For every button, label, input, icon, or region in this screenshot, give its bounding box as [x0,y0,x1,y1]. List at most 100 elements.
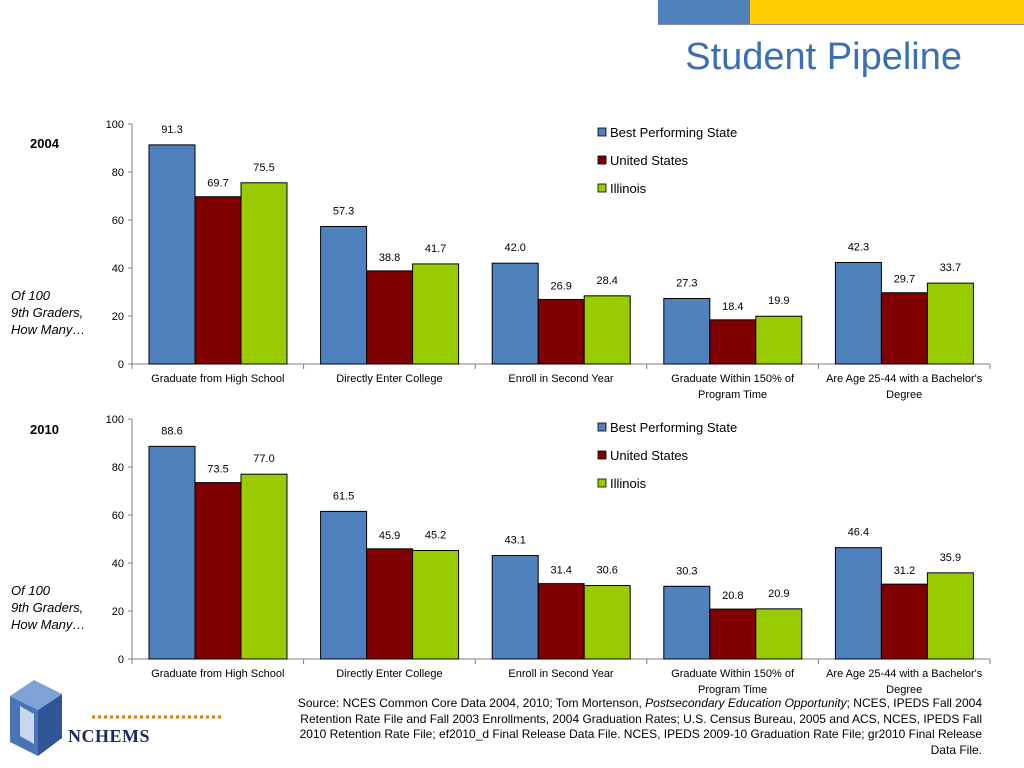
y-tick-label: 100 [106,414,124,426]
bar [148,144,196,365]
bar [583,295,631,365]
data-label: 69.7 [207,178,228,190]
data-label: 77.0 [253,453,274,465]
year-label-2004: 2004 [30,136,59,151]
legend-label: United States [610,153,689,168]
y-tick-label: 0 [118,359,124,371]
data-label: 20.9 [768,588,789,600]
data-label: 33.7 [940,262,961,274]
data-label: 45.2 [425,530,446,542]
x-tick-label: Degree [886,684,922,696]
caption-line-1: Of 100 [11,288,51,303]
data-label: 38.8 [379,252,400,264]
header-accent-yellow [750,0,1024,24]
bar [366,548,414,660]
data-label: 20.8 [722,590,743,602]
y-tick-label: 60 [112,215,124,227]
caption-line-1: Of 100 [11,583,51,598]
data-label: 31.4 [550,565,571,577]
data-label: 73.5 [207,464,228,476]
nchems-logo-text: NCHEMS [68,726,151,746]
caption-top: Of 100 9th Graders, How Many… [11,287,85,338]
legend-swatch [597,183,607,193]
bar [834,261,882,365]
bar [663,585,711,660]
x-tick-label: Enroll in Second Year [508,668,614,680]
y-tick-label: 20 [112,311,124,323]
legend-swatch [597,422,607,432]
bar [880,292,928,365]
source-note: Source: NCES Common Core Data 2004, 2010… [282,696,982,758]
caption-line-2: 9th Graders, [11,600,84,615]
x-tick-label: Program Time [698,684,767,696]
data-label: 42.3 [848,241,869,253]
data-label: 61.5 [333,490,354,502]
x-tick-label: Are Age 25-44 with a Bachelor's [826,373,983,385]
bar [755,315,803,365]
data-label: 88.6 [161,425,182,437]
source-prefix: Source: NCES Common Core Data 2004, 2010… [297,696,646,710]
data-label: 18.4 [722,301,743,313]
bar [880,583,928,660]
data-label: 75.5 [253,162,274,174]
data-label: 41.7 [425,243,446,255]
chart-2004: 0 20 40 60 80 100 91.3 69.7 75.5 Graduate from Hi… [106,119,991,401]
bar [491,262,539,365]
bar [926,282,974,365]
chart-2010: 0 20 40 60 80 100 88.6 73.5 77.0 Graduate from Hi… [106,414,991,696]
legend-swatch [597,450,607,460]
logo-cube-inner [20,706,34,744]
x-tick-label: Graduate from High School [151,668,284,680]
legend-label: Best Performing State [610,125,737,140]
bar [709,608,757,660]
bar [148,445,196,660]
y-tick-label: 20 [112,606,124,618]
data-label: 45.9 [379,530,400,542]
bar [537,298,585,365]
x-tick-label: Degree [886,389,922,401]
bar [240,473,288,660]
legend-label: Best Performing State [610,420,737,435]
data-label: 30.6 [596,565,617,577]
y-tick-label: 0 [118,654,124,666]
x-tick-label: Graduate from High School [151,373,284,385]
legend-label: Illinois [610,476,647,491]
bar [412,550,460,660]
bar [583,585,631,660]
data-label: 57.3 [333,205,354,217]
legend-swatch [597,155,607,165]
bar [926,572,974,660]
legend-label: Illinois [610,181,647,196]
data-label: 46.4 [848,527,869,539]
caption-bottom: Of 100 9th Graders, How Many… [11,582,85,633]
data-label: 29.7 [894,274,915,286]
y-tick-label: 40 [112,558,124,570]
bar [663,297,711,365]
source-italic: Postsecondary Education Opportunity [645,696,847,710]
bar [194,196,242,365]
data-label: 91.3 [161,124,182,136]
header-rule [658,24,1024,25]
bar [834,547,882,660]
source-suffix: ; NCES, IPEDS Fall 2004 Retention Rate F… [299,696,982,757]
nchems-logo [10,680,222,756]
caption-line-3: How Many… [11,322,86,337]
bar [755,608,803,660]
bar [537,583,585,660]
year-label-2010: 2010 [30,422,59,437]
data-label: 26.9 [550,280,571,292]
data-label: 42.0 [504,242,525,254]
bar [240,182,288,365]
bar [320,225,368,365]
bar [491,555,539,660]
caption-line-2: 9th Graders, [11,305,84,320]
logo-cube-right [38,694,62,756]
legend-swatch [597,478,607,488]
data-label: 31.2 [894,565,915,577]
x-tick-label: Graduate Within 150% of [671,668,795,680]
data-label: 43.1 [504,535,525,547]
bar [709,319,757,365]
y-tick-label: 40 [112,263,124,275]
data-label: 28.4 [596,275,617,287]
data-label: 30.3 [676,565,697,577]
